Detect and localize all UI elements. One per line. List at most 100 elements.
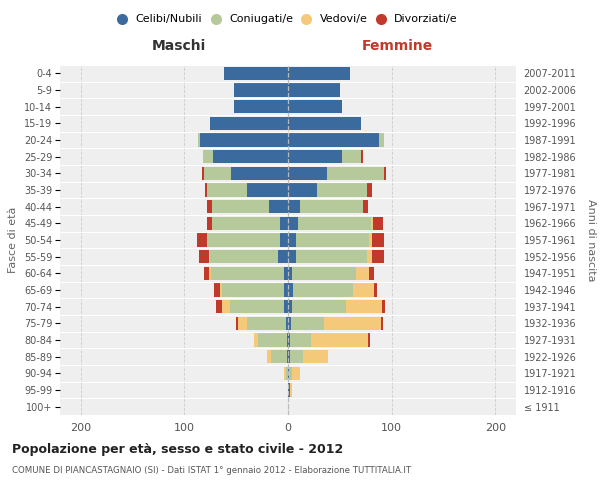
Bar	[288, 234, 296, 246]
Bar	[367, 250, 372, 264]
Bar	[210, 250, 278, 264]
Bar	[379, 134, 385, 146]
Bar	[271, 350, 287, 364]
Bar	[254, 334, 258, 346]
Text: Maschi: Maschi	[151, 40, 206, 54]
Bar	[288, 334, 290, 346]
Bar	[382, 300, 385, 314]
Bar	[247, 316, 286, 330]
Bar	[288, 250, 296, 264]
Bar	[211, 266, 284, 280]
Bar	[212, 200, 269, 213]
Bar	[353, 284, 374, 296]
Bar	[207, 184, 247, 196]
Bar	[209, 266, 211, 280]
Bar	[373, 216, 383, 230]
Bar	[205, 184, 207, 196]
Bar	[207, 216, 212, 230]
Bar	[197, 234, 207, 246]
Legend: Celibi/Nubili, Coniugati/e, Vedovi/e, Divorziati/e: Celibi/Nubili, Coniugati/e, Vedovi/e, Di…	[115, 11, 461, 28]
Bar	[372, 234, 385, 246]
Bar	[374, 284, 377, 296]
Bar	[236, 316, 238, 330]
Y-axis label: Anni di nascita: Anni di nascita	[586, 198, 596, 281]
Bar	[207, 234, 280, 246]
Bar	[288, 150, 342, 164]
Bar	[356, 266, 369, 280]
Bar	[302, 350, 328, 364]
Bar	[247, 184, 288, 196]
Bar	[317, 184, 367, 196]
Bar	[288, 84, 340, 96]
Bar	[290, 350, 302, 364]
Bar	[288, 366, 289, 380]
Bar	[288, 384, 290, 396]
Bar	[301, 200, 362, 213]
Bar	[238, 316, 247, 330]
Bar	[224, 66, 288, 80]
Bar	[284, 366, 286, 380]
Text: Popolazione per età, sesso e stato civile - 2012: Popolazione per età, sesso e stato civil…	[12, 442, 343, 456]
Bar	[210, 116, 288, 130]
Bar	[328, 166, 385, 180]
Bar	[324, 316, 381, 330]
Bar	[198, 134, 200, 146]
Bar	[207, 200, 212, 213]
Bar	[284, 284, 288, 296]
Bar	[199, 250, 209, 264]
Bar	[231, 166, 288, 180]
Bar	[288, 166, 328, 180]
Bar	[290, 334, 311, 346]
Bar	[212, 216, 280, 230]
Bar	[298, 216, 371, 230]
Bar	[230, 300, 284, 314]
Bar	[289, 366, 292, 380]
Text: Femmine: Femmine	[362, 40, 433, 54]
Bar	[284, 266, 288, 280]
Bar	[346, 300, 382, 314]
Bar	[361, 150, 362, 164]
Bar	[367, 184, 372, 196]
Bar	[214, 284, 220, 296]
Bar	[296, 234, 369, 246]
Bar	[288, 66, 350, 80]
Bar	[200, 134, 288, 146]
Bar	[209, 250, 210, 264]
Bar	[286, 316, 288, 330]
Bar	[202, 166, 204, 180]
Bar	[368, 334, 370, 346]
Bar	[292, 300, 346, 314]
Bar	[258, 334, 287, 346]
Bar	[287, 334, 288, 346]
Bar	[290, 384, 292, 396]
Bar	[292, 366, 301, 380]
Bar	[217, 300, 221, 314]
Bar	[371, 216, 373, 230]
Bar	[214, 150, 288, 164]
Bar	[293, 284, 353, 296]
Bar	[267, 350, 271, 364]
Bar	[284, 300, 288, 314]
Bar	[288, 134, 379, 146]
Bar	[288, 200, 301, 213]
Bar	[288, 266, 292, 280]
Bar	[291, 316, 324, 330]
Bar	[362, 200, 368, 213]
Bar	[288, 216, 298, 230]
Bar	[280, 234, 288, 246]
Bar	[204, 266, 209, 280]
Bar	[286, 366, 288, 380]
Bar	[292, 266, 356, 280]
Bar	[342, 150, 361, 164]
Bar	[369, 234, 372, 246]
Bar	[296, 250, 367, 264]
Bar	[381, 316, 383, 330]
Bar	[311, 334, 368, 346]
Bar	[204, 166, 231, 180]
Bar	[288, 300, 292, 314]
Bar	[203, 150, 214, 164]
Bar	[234, 100, 288, 114]
Bar	[287, 350, 288, 364]
Bar	[288, 316, 291, 330]
Bar	[269, 200, 288, 213]
